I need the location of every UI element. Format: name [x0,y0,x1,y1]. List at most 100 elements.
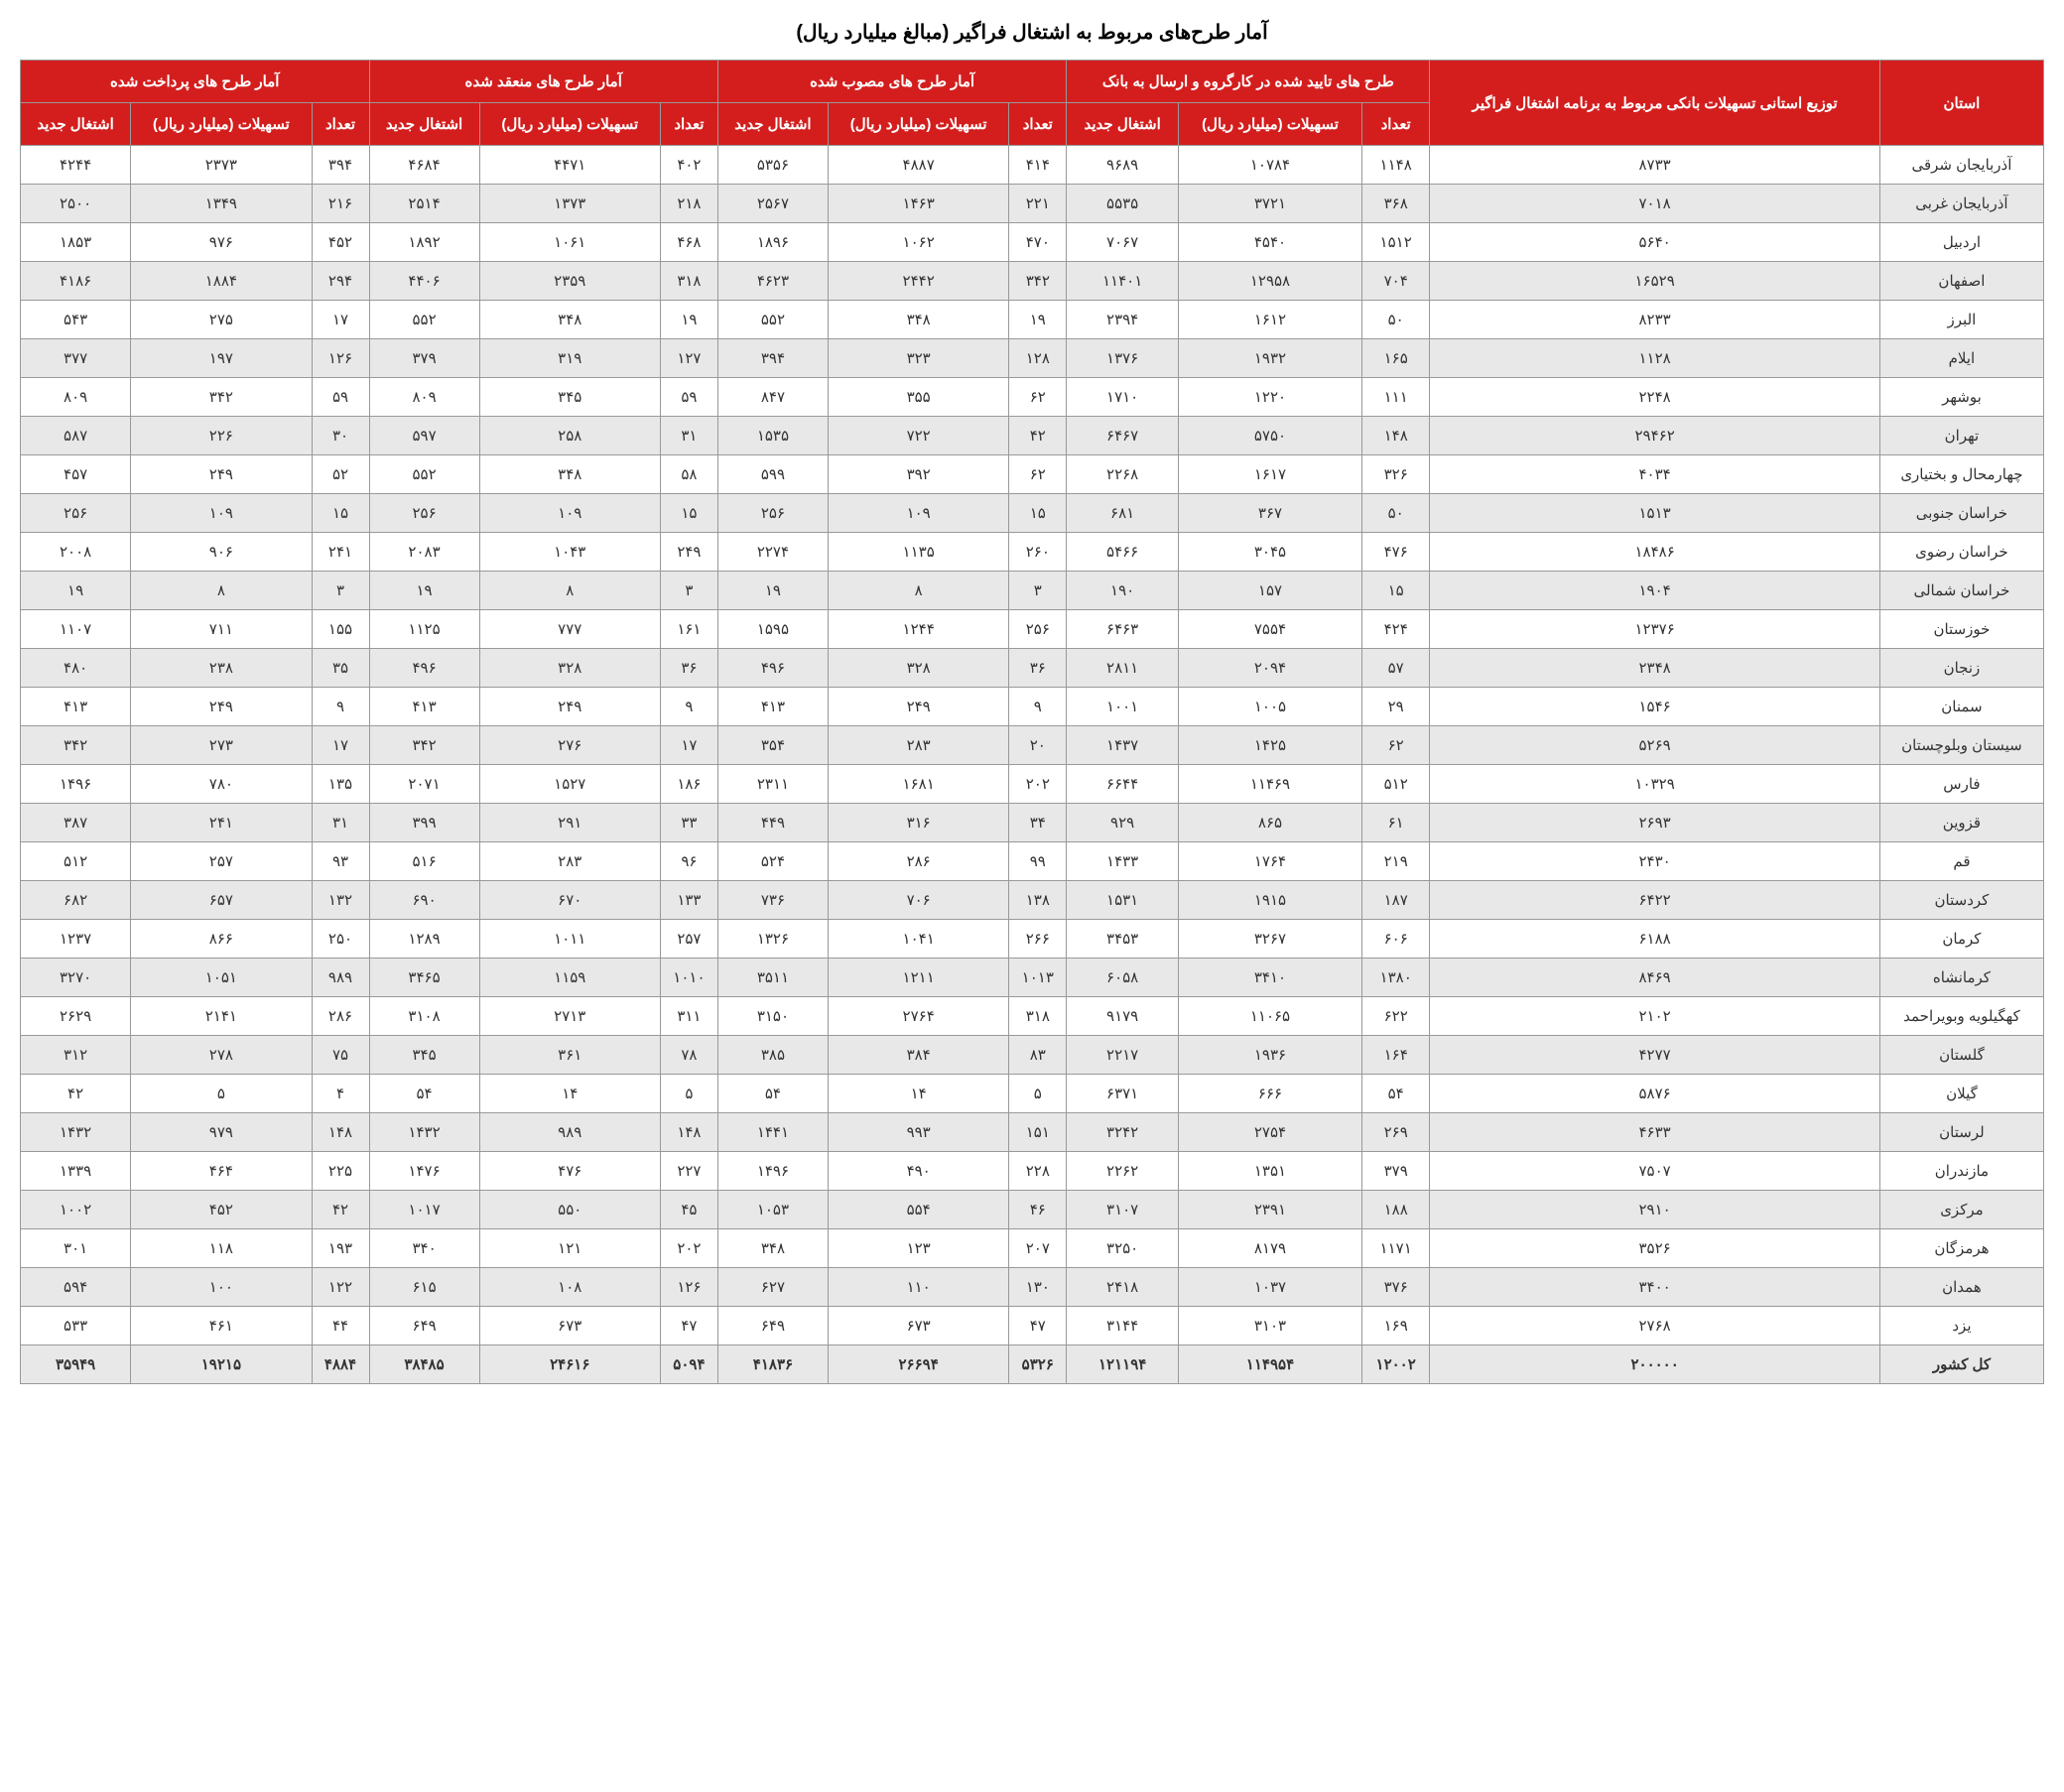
table-row: سیستان وبلوچستان۵۲۶۹۶۲۱۴۲۵۱۴۳۷۲۰۲۸۳۳۵۴۱۷… [21,726,2044,765]
column-sub-header: تعداد [1009,103,1067,146]
table-cell: ۹۷۹ [131,1113,312,1152]
table-cell: ۲۷۸ [131,1036,312,1075]
table-cell: ۵۱۲ [21,842,131,881]
table-cell: ۱۹ [660,301,717,339]
table-cell: ۸ [131,572,312,610]
column-group-header: آمار طرح های منعقد شده [369,61,717,103]
table-cell: ۵۵۴ [828,1191,1008,1229]
table-cell: ۳۲۶ [1361,455,1429,494]
table-cell: ۶۷۰ [479,881,660,920]
table-cell: ۲۲۴۸ [1430,378,1879,417]
table-cell: ۶۶۴۴ [1067,765,1179,804]
table-cell: ۶۴۶۷ [1067,417,1179,455]
table-cell: ۲۱۰۲ [1430,997,1879,1036]
table-cell: ۱۰۶۱ [479,223,660,262]
table-cell: ۴۰۳۴ [1430,455,1879,494]
table-cell: ۳۸۷ [21,804,131,842]
table-cell: مرکزی [1879,1191,2043,1229]
table-cell: ۶۷۳ [828,1307,1008,1345]
table-row: خراسان رضوی۱۸۴۸۶۴۷۶۳۰۴۵۵۴۶۶۲۶۰۱۱۳۵۲۲۷۴۲۴… [21,533,2044,572]
table-cell: ۲۷۶ [479,726,660,765]
table-row: کهگیلویه وبویراحمد۲۱۰۲۶۲۲۱۱۰۶۵۹۱۷۹۳۱۸۲۷۶… [21,997,2044,1036]
table-cell: ۱۲۶ [660,1268,717,1307]
table-cell: ۳۱۰۸ [369,997,479,1036]
table-cell: ۱۹۳۶ [1179,1036,1362,1075]
table-cell: ۲۰۰۸ [21,533,131,572]
table-cell: ۱۶۵ [1361,339,1429,378]
table-cell: ۳۳ [660,804,717,842]
table-cell: لرستان [1879,1113,2043,1152]
table-row: کرمانشاه۸۴۶۹۱۳۸۰۳۴۱۰۶۰۵۸۱۰۱۳۱۲۱۱۳۵۱۱۱۰۱۰… [21,959,2044,997]
table-cell: ۹ [1009,688,1067,726]
table-row: بوشهر۲۲۴۸۱۱۱۱۲۲۰۱۷۱۰۶۲۳۵۵۸۴۷۵۹۳۴۵۸۰۹۵۹۳۴… [21,378,2044,417]
table-cell: ۵۵۰ [479,1191,660,1229]
table-cell: ۵۸۷ [21,417,131,455]
table-cell: ۲۱۴۱ [131,997,312,1036]
table-cell: تهران [1879,417,2043,455]
table-cell: کردستان [1879,881,2043,920]
table-cell: ۴۶۳۳ [1430,1113,1879,1152]
table-cell: ۳۸۵ [717,1036,828,1075]
table-cell: ۲۴۹ [131,688,312,726]
table-cell: ۱۸۸۴ [131,262,312,301]
table-cell: ۴۶ [1009,1191,1067,1229]
table-cell: ۳۱۱ [660,997,717,1036]
table-row: اردبیل۵۶۴۰۱۵۱۲۴۵۴۰۷۰۶۷۴۷۰۱۰۶۲۱۸۹۶۴۶۸۱۰۶۱… [21,223,2044,262]
table-cell: ایلام [1879,339,2043,378]
table-cell: ۱۵۹۵ [717,610,828,649]
table-cell: ۳۶۸ [1361,185,1429,223]
table-cell: ۳۱ [312,804,369,842]
table-cell: ۸۱۷۹ [1179,1229,1362,1268]
table-cell: ۲۱۶ [312,185,369,223]
table-cell: ۱۳۲ [312,881,369,920]
table-cell: ۳۴۵۳ [1067,920,1179,959]
table-cell: ۳۷۲۱ [1179,185,1362,223]
table-cell: زنجان [1879,649,2043,688]
table-cell: ۱۸۶ [660,765,717,804]
table-cell: ۴۲۷۷ [1430,1036,1879,1075]
table-cell: ۹۳ [312,842,369,881]
table-cell: ۱۸۵۳ [21,223,131,262]
table-cell: ۳۴۸ [479,455,660,494]
table-cell: ۳۱۵۰ [717,997,828,1036]
table-cell: ۲۹ [1361,688,1429,726]
table-cell: ۱۱۳۵ [828,533,1008,572]
table-cell: ۲۵۰۰ [21,185,131,223]
table-total-row: کل کشور۲۰۰۰۰۰۱۲۰۰۲۱۱۴۹۵۴۱۲۱۱۹۴۵۳۲۶۲۶۶۹۴۴… [21,1345,2044,1384]
table-cell: ۴۲۴۴ [21,146,131,185]
table-cell: ۱۴۴۱ [717,1113,828,1152]
table-cell: ۱۳۴۹ [131,185,312,223]
table-cell: ۲۳۹۴ [1067,301,1179,339]
table-cell: ۲۰۷۱ [369,765,479,804]
table-cell: ۴۲ [1009,417,1067,455]
table-cell: ۱۰۸ [479,1268,660,1307]
table-cell: ۱۱۲۵ [369,610,479,649]
table-cell: ۵۵۳۵ [1067,185,1179,223]
table-cell: ۶۱۸۸ [1430,920,1879,959]
table-cell: ۳۵۲۶ [1430,1229,1879,1268]
table-cell: ۵۳۳ [21,1307,131,1345]
table-cell: ۱۷ [312,726,369,765]
table-cell: قم [1879,842,2043,881]
table-cell: ۲۰۲ [660,1229,717,1268]
table-cell: ۳۹۹ [369,804,479,842]
table-cell: ۱۳۷۶ [1067,339,1179,378]
table-cell: ۳۶۷ [1179,494,1362,533]
table-cell: ۶۱۵ [369,1268,479,1307]
table-cell: ۲۴۱۸ [1067,1268,1179,1307]
table-cell: آذربایجان شرقی [1879,146,2043,185]
table-cell: ۲۹۱۰ [1430,1191,1879,1229]
table-cell: ۱۳۳ [660,881,717,920]
table-cell: کل کشور [1879,1345,2043,1384]
table-cell: ۲۶۶ [1009,920,1067,959]
table-cell: ۴۶۲۳ [717,262,828,301]
table-cell: ۲۲۶۲ [1067,1152,1179,1191]
table-cell: ۴۱۳ [369,688,479,726]
table-cell: ۷۸ [660,1036,717,1075]
table-cell: ۳۸۴۸۵ [369,1345,479,1384]
table-cell: ۱۴۳۲ [21,1113,131,1152]
table-cell: ۸ [828,572,1008,610]
table-cell: ۵۸ [660,455,717,494]
table-cell: ۱۴۲۵ [1179,726,1362,765]
table-cell: ۹۶ [660,842,717,881]
